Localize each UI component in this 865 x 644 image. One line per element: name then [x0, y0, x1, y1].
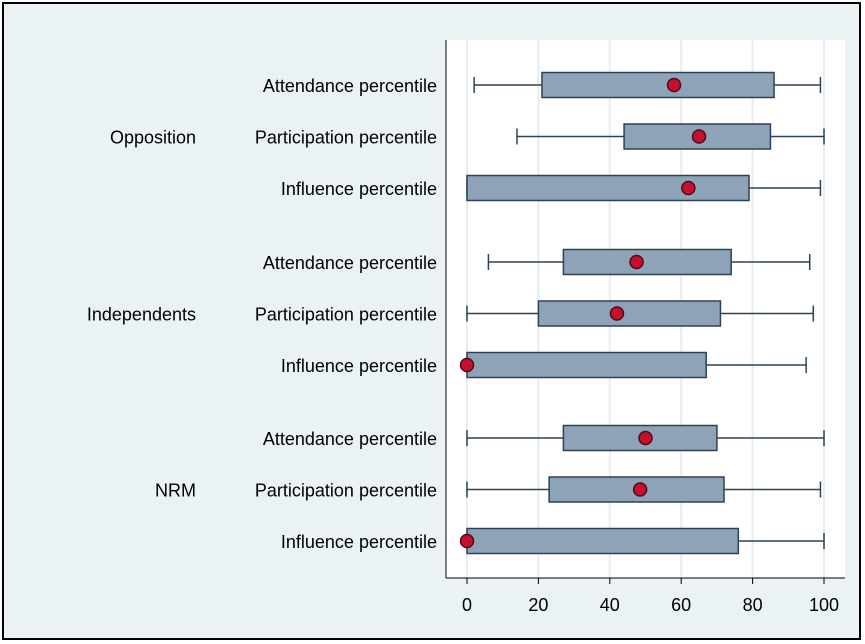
x-tick-label: 80	[743, 595, 763, 615]
row-label: Attendance percentile	[263, 76, 437, 96]
iqr-box	[562, 248, 732, 276]
row-labels: Opposition Attendance percentile Participa…	[87, 76, 437, 552]
mean-marker	[691, 129, 707, 144]
mean-marker	[459, 357, 475, 373]
row-label: Participation percentile	[255, 128, 437, 148]
row-label: Influence percentile	[281, 356, 437, 376]
row-label: Participation percentile	[255, 481, 437, 501]
mean-marker	[459, 533, 475, 549]
iqr-box	[541, 71, 775, 99]
iqr-box	[466, 527, 740, 555]
row-label: Influence percentile	[281, 532, 437, 552]
mean-marker	[629, 254, 644, 270]
iqr-box	[537, 300, 722, 327]
x-tick-label: 100	[809, 595, 839, 615]
x-tick-label: 0	[462, 595, 472, 615]
x-tick-label: 60	[671, 595, 691, 615]
group-label: NRM	[155, 481, 196, 501]
row-label: Influence percentile	[281, 179, 437, 199]
mean-marker	[632, 482, 648, 497]
x-tick-label: 40	[600, 595, 620, 615]
mean-marker	[666, 77, 682, 93]
box-series	[459, 71, 825, 555]
x-tick-label: 20	[528, 595, 548, 615]
group-label: Independents	[87, 305, 196, 325]
iqr-box	[466, 174, 750, 202]
mean-marker	[609, 306, 625, 321]
row-label: Participation percentile	[255, 305, 437, 325]
iqr-box	[466, 351, 707, 379]
row-label: Attendance percentile	[263, 429, 437, 449]
row-label: Attendance percentile	[263, 253, 437, 273]
x-axis-ticks: 0 20 40 60 80 100	[462, 578, 839, 615]
group-label: Opposition	[110, 128, 196, 148]
mean-marker	[638, 430, 653, 446]
mean-marker	[681, 180, 696, 196]
